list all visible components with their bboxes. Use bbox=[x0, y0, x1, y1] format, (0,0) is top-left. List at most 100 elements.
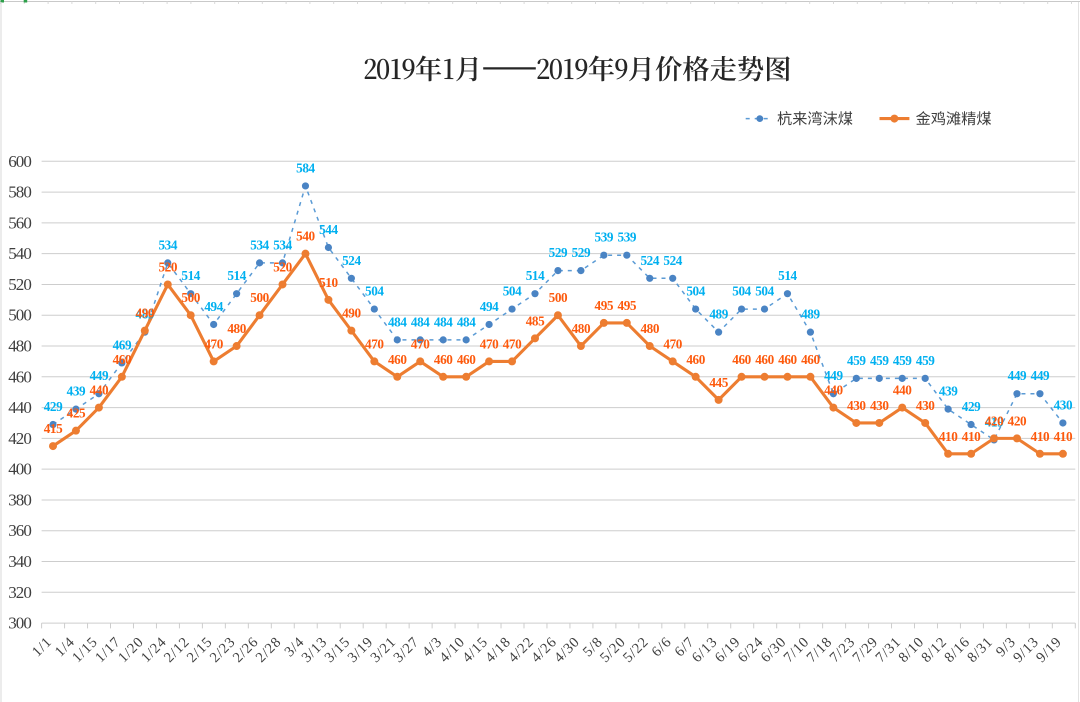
svg-text:449: 449 bbox=[1031, 368, 1050, 383]
svg-text:460: 460 bbox=[686, 352, 705, 367]
svg-text:529: 529 bbox=[572, 245, 591, 260]
svg-text:460: 460 bbox=[732, 352, 751, 367]
svg-text:460: 460 bbox=[755, 352, 774, 367]
svg-text:420: 420 bbox=[1008, 413, 1027, 428]
svg-text:490: 490 bbox=[136, 306, 155, 321]
svg-text:494: 494 bbox=[204, 299, 223, 314]
svg-text:524: 524 bbox=[342, 253, 361, 268]
svg-text:494: 494 bbox=[480, 299, 499, 314]
svg-text:485: 485 bbox=[526, 313, 545, 328]
svg-text:480: 480 bbox=[227, 321, 246, 336]
svg-text:425: 425 bbox=[67, 406, 86, 421]
svg-text:480: 480 bbox=[8, 337, 31, 356]
svg-text:529: 529 bbox=[549, 245, 568, 260]
svg-text:514: 514 bbox=[227, 268, 246, 283]
svg-text:460: 460 bbox=[8, 367, 31, 386]
svg-text:500: 500 bbox=[250, 290, 269, 305]
svg-text:470: 470 bbox=[365, 336, 384, 351]
svg-text:449: 449 bbox=[1008, 368, 1027, 383]
svg-text:440: 440 bbox=[90, 383, 109, 398]
svg-text:440: 440 bbox=[8, 398, 31, 417]
svg-text:489: 489 bbox=[136, 307, 155, 322]
svg-text:520: 520 bbox=[158, 259, 177, 274]
svg-text:340: 340 bbox=[8, 552, 31, 571]
svg-text:320: 320 bbox=[8, 583, 31, 602]
svg-text:484: 484 bbox=[388, 314, 407, 329]
svg-text:539: 539 bbox=[595, 230, 614, 245]
svg-text:489: 489 bbox=[801, 307, 820, 322]
svg-text:580: 580 bbox=[8, 183, 31, 202]
svg-text:540: 540 bbox=[8, 244, 31, 263]
svg-text:459: 459 bbox=[893, 353, 912, 368]
svg-text:459: 459 bbox=[870, 353, 889, 368]
svg-text:514: 514 bbox=[778, 268, 797, 283]
svg-text:415: 415 bbox=[44, 421, 63, 436]
svg-text:430: 430 bbox=[870, 398, 889, 413]
svg-text:470: 470 bbox=[503, 336, 522, 351]
svg-text:520: 520 bbox=[8, 275, 31, 294]
svg-text:470: 470 bbox=[411, 336, 430, 351]
svg-text:510: 510 bbox=[319, 275, 338, 290]
svg-text:429: 429 bbox=[962, 399, 981, 414]
svg-text:470: 470 bbox=[663, 336, 682, 351]
svg-text:420: 420 bbox=[8, 429, 31, 448]
svg-text:439: 439 bbox=[939, 384, 958, 399]
svg-text:430: 430 bbox=[847, 398, 866, 413]
svg-text:484: 484 bbox=[457, 314, 476, 329]
svg-text:460: 460 bbox=[457, 352, 476, 367]
svg-text:500: 500 bbox=[549, 290, 568, 305]
svg-text:440: 440 bbox=[893, 383, 912, 398]
svg-text:540: 540 bbox=[296, 229, 315, 244]
svg-text:534: 534 bbox=[250, 237, 269, 252]
svg-text:504: 504 bbox=[732, 284, 751, 299]
svg-text:460: 460 bbox=[434, 352, 453, 367]
svg-text:400: 400 bbox=[8, 460, 31, 479]
svg-text:460: 460 bbox=[801, 352, 820, 367]
svg-text:439: 439 bbox=[67, 384, 86, 399]
svg-text:410: 410 bbox=[939, 429, 958, 444]
svg-text:539: 539 bbox=[618, 230, 637, 245]
svg-text:380: 380 bbox=[8, 490, 31, 509]
svg-text:410: 410 bbox=[962, 429, 981, 444]
svg-text:470: 470 bbox=[480, 336, 499, 351]
svg-text:504: 504 bbox=[686, 284, 705, 299]
svg-text:544: 544 bbox=[319, 222, 338, 237]
svg-text:514: 514 bbox=[526, 268, 545, 283]
svg-text:514: 514 bbox=[181, 268, 200, 283]
svg-text:449: 449 bbox=[824, 368, 843, 383]
svg-text:360: 360 bbox=[8, 521, 31, 540]
svg-text:430: 430 bbox=[916, 398, 935, 413]
svg-text:460: 460 bbox=[388, 352, 407, 367]
svg-text:410: 410 bbox=[1054, 429, 1073, 444]
svg-text:484: 484 bbox=[434, 314, 453, 329]
svg-text:500: 500 bbox=[181, 290, 200, 305]
svg-text:470: 470 bbox=[204, 336, 223, 351]
svg-text:459: 459 bbox=[916, 353, 935, 368]
svg-text:600: 600 bbox=[8, 152, 31, 171]
svg-text:410: 410 bbox=[1031, 429, 1050, 444]
svg-text:484: 484 bbox=[411, 314, 430, 329]
svg-text:440: 440 bbox=[824, 383, 843, 398]
svg-text:534: 534 bbox=[158, 237, 177, 252]
svg-text:584: 584 bbox=[296, 160, 315, 175]
svg-text:480: 480 bbox=[640, 321, 659, 336]
svg-text:495: 495 bbox=[595, 298, 614, 313]
svg-text:460: 460 bbox=[113, 352, 132, 367]
svg-text:420: 420 bbox=[985, 413, 1004, 428]
svg-text:429: 429 bbox=[44, 399, 63, 414]
svg-text:534: 534 bbox=[273, 237, 292, 252]
svg-text:490: 490 bbox=[342, 306, 361, 321]
svg-text:449: 449 bbox=[90, 368, 109, 383]
svg-text:524: 524 bbox=[640, 253, 659, 268]
svg-text:504: 504 bbox=[755, 284, 774, 299]
svg-text:520: 520 bbox=[273, 259, 292, 274]
svg-text:430: 430 bbox=[1054, 397, 1073, 412]
svg-text:524: 524 bbox=[663, 253, 682, 268]
svg-text:460: 460 bbox=[778, 352, 797, 367]
svg-text:469: 469 bbox=[113, 337, 132, 352]
svg-text:504: 504 bbox=[503, 284, 522, 299]
svg-text:445: 445 bbox=[709, 375, 728, 390]
svg-text:419: 419 bbox=[985, 414, 1004, 429]
svg-text:459: 459 bbox=[847, 353, 866, 368]
svg-text:489: 489 bbox=[709, 307, 728, 322]
